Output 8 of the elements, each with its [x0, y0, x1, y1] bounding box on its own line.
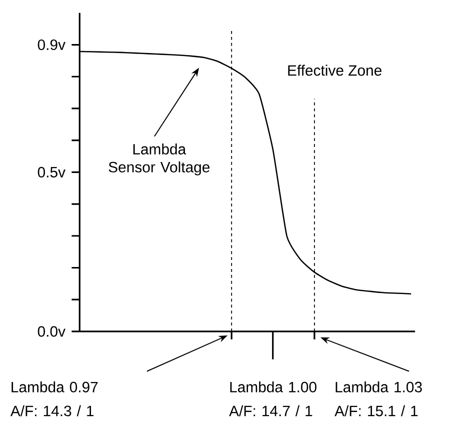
annotation: Effective Zone — [288, 64, 382, 76]
annotation: Lambda Sensor Voltage — [108, 144, 210, 176]
y-tick-label: 0.5v — [38, 166, 66, 178]
y-tick-label: 0.0v — [38, 326, 66, 337]
y-tick-label: 0.9v — [38, 40, 66, 50]
text: Lambda 1.00 A/F: 14.7 / 1 — [229, 381, 316, 416]
text: Lambda 1.03 A/F: 15.1 / 1 — [334, 381, 422, 416]
text: Lambda 0.97 A/F: 14.3 / 1 — [10, 381, 98, 416]
